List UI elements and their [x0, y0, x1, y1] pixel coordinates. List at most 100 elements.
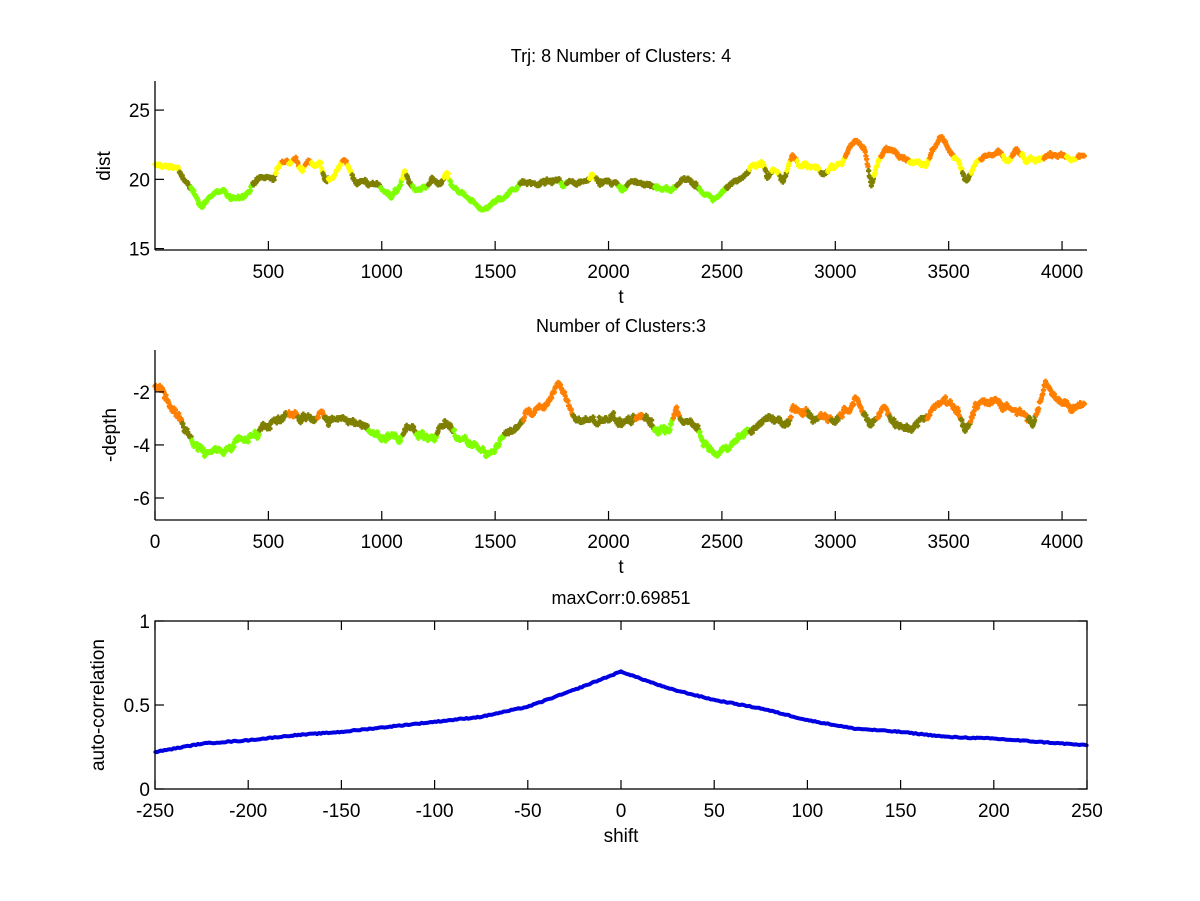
- depth-x-tick-label: 4000: [1041, 532, 1083, 553]
- dist-scatter-markers: [152, 134, 1087, 213]
- depth-marker-olive: [805, 408, 811, 414]
- autocorr-plot-title: maxCorr:0.69851: [551, 588, 690, 608]
- autocorr-point: [246, 738, 250, 742]
- dist-marker-yellow: [445, 170, 451, 177]
- depth-marker-olive: [364, 422, 370, 429]
- autocorr-point: [433, 720, 437, 724]
- depth-x-tick-label: 0: [150, 532, 161, 553]
- depth-marker-lime: [200, 445, 206, 452]
- autocorr-y-tick-label: 0: [139, 780, 150, 801]
- autocorr-point: [619, 669, 623, 674]
- depth-axes: Number of Clusters:3 t -depth 0 500 1000 15…: [100, 316, 1087, 578]
- depth-x-tick-label: 2000: [587, 532, 629, 553]
- dist-x-tick-label: 4000: [1041, 262, 1083, 283]
- dist-y-tick-label: 20: [129, 170, 150, 191]
- autocorr-y-tick-label: 1: [139, 612, 150, 633]
- autocorr-point: [526, 705, 530, 709]
- depth-x-tick-label: 3000: [814, 532, 856, 553]
- depth-axis-ticks: 0 500 1000 1500 2000 2500 3000 3500 4000 -6 -4 -2: [133, 383, 1083, 553]
- depth-marker-orange: [1034, 411, 1040, 417]
- depth-marker-olive: [962, 428, 968, 434]
- dist-marker-yellow: [318, 160, 324, 166]
- depth-marker-orange: [1036, 406, 1042, 412]
- dist-x-tick-label: 1500: [474, 262, 516, 283]
- dist-x-tick-label: 3500: [928, 262, 970, 283]
- autocorr-point: [293, 733, 297, 737]
- dist-y-tick-label: 25: [129, 101, 150, 122]
- depth-marker-orange: [851, 401, 857, 407]
- depth-y-tick-label: -6: [133, 489, 150, 510]
- dist-marker-olive: [867, 174, 873, 181]
- autocorr-axes: maxCorr:0.69851 shift auto-correlation -…: [88, 588, 1103, 847]
- autocorr-point: [572, 688, 577, 692]
- autocorr-x-tick-label: 200: [978, 801, 1010, 822]
- autocorr-x-tick-label: -200: [229, 801, 267, 822]
- autocorr-line: [154, 669, 1088, 755]
- autocorr-axis-ticks: -250 -200 -150 -100 -50 0 50 100 150 200 250 0 0.5 1: [124, 612, 1103, 822]
- autocorr-x-tick-label: 150: [885, 801, 917, 822]
- depth-marker-orange: [172, 407, 179, 413]
- depth-marker-orange: [1081, 401, 1087, 407]
- dist-x-tick-label: 3000: [814, 262, 856, 283]
- depth-marker-orange: [674, 404, 680, 410]
- dist-x-tick-label: 2500: [701, 262, 743, 283]
- depth-scatter-markers: [152, 378, 1087, 460]
- depth-marker-orange: [1040, 387, 1047, 393]
- depth-marker-orange: [969, 415, 975, 421]
- dist-axes: Trj: 8 Number of Clusters: 4 t dist 500 1…: [94, 46, 1087, 308]
- autocorr-x-tick-label: 50: [704, 801, 725, 822]
- autocorr-point: [759, 706, 763, 710]
- autocorr-point: [899, 730, 903, 734]
- autocorr-x-tick-label: 250: [1071, 801, 1103, 822]
- depth-marker-orange: [968, 418, 974, 424]
- depth-marker-orange: [996, 398, 1002, 404]
- depth-marker-olive: [891, 416, 897, 422]
- depth-marker-olive: [649, 417, 655, 423]
- depth-y-tick-label: -2: [133, 383, 150, 404]
- depth-y-axis-label: -depth: [100, 408, 121, 462]
- autocorr-point: [666, 686, 670, 690]
- dist-marker-orange: [1081, 153, 1087, 159]
- depth-marker-olive: [297, 420, 304, 426]
- depth-marker-lime: [231, 444, 237, 450]
- depth-marker-lime: [451, 427, 457, 433]
- dist-x-tick-label: 1000: [361, 262, 403, 283]
- depth-marker-olive: [610, 410, 617, 416]
- depth-marker-orange: [551, 389, 557, 395]
- autocorr-point: [805, 718, 810, 722]
- depth-x-tick-label: 1000: [361, 532, 403, 553]
- depth-marker-olive: [959, 417, 965, 423]
- dist-x-axis-label: t: [618, 287, 624, 308]
- dist-marker-olive: [763, 168, 769, 174]
- depth-x-tick-label: 3500: [928, 532, 970, 553]
- autocorr-x-tick-label: -150: [322, 801, 360, 822]
- autocorr-axes-box: [154, 620, 1088, 790]
- dist-y-axis-label: dist: [94, 151, 115, 181]
- autocorr-point: [386, 725, 390, 729]
- autocorr-point: [479, 715, 483, 719]
- depth-marker-orange: [163, 392, 169, 398]
- depth-marker-lime: [667, 427, 673, 433]
- autocorr-point: [200, 742, 204, 746]
- depth-x-axis-label: t: [618, 557, 624, 578]
- autocorr-point: [1038, 740, 1042, 744]
- dist-x-tick-label: 500: [253, 262, 285, 283]
- depth-marker-orange: [884, 407, 890, 413]
- depth-x-tick-label: 1500: [474, 532, 516, 553]
- dist-y-tick-label: 15: [129, 240, 150, 261]
- dist-marker-orange: [863, 156, 870, 162]
- autocorr-x-tick-label: 100: [792, 801, 824, 822]
- depth-x-tick-label: 500: [253, 532, 285, 553]
- depth-marker-olive: [267, 426, 273, 432]
- autocorr-point: [945, 735, 949, 739]
- dist-axis-ticks: 500 1000 1500 2000 2500 3000 3500 4000 15 20 25: [129, 101, 1083, 283]
- depth-marker-orange: [788, 414, 794, 420]
- dist-x-tick-label: 2000: [587, 262, 629, 283]
- depth-y-tick-label: -4: [133, 436, 150, 457]
- autocorr-x-tick-label: -50: [514, 801, 541, 822]
- autocorr-x-axis-label: shift: [604, 826, 640, 847]
- depth-plot-title: Number of Clusters:3: [536, 316, 706, 336]
- autocorr-point: [339, 730, 343, 734]
- autocorr-y-axis-label: auto-correlation: [88, 639, 109, 771]
- depth-marker-olive: [915, 423, 921, 429]
